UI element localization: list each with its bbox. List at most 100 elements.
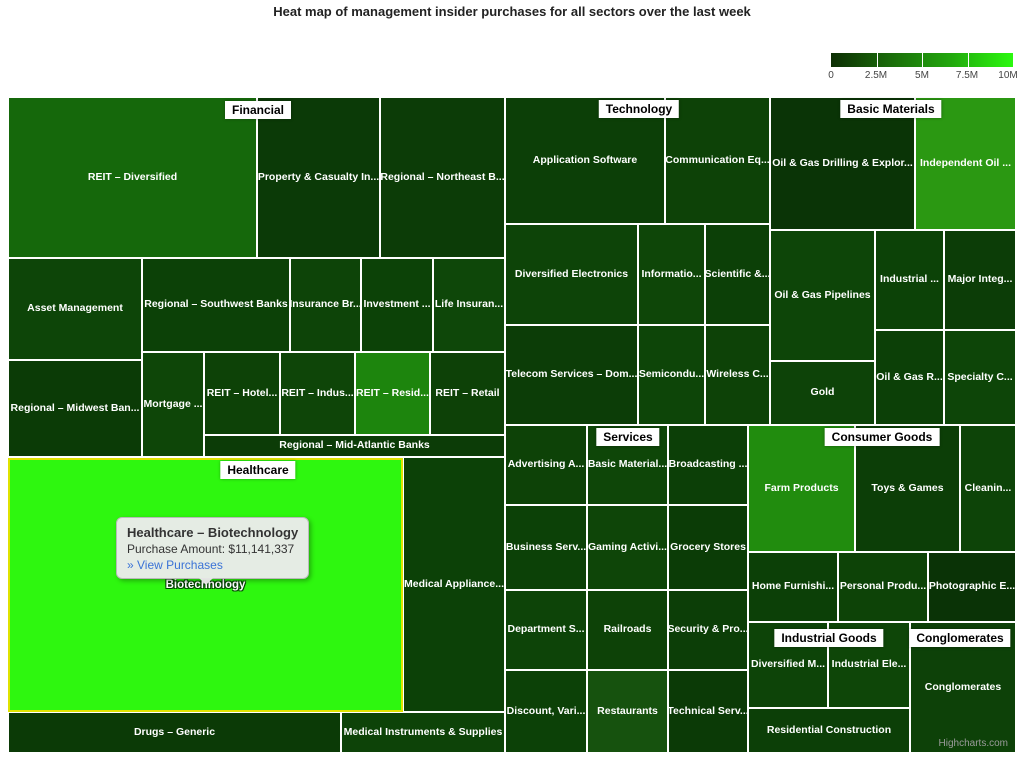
treemap-cell[interactable]: Regional – Mid-Atlantic Banks	[204, 435, 505, 457]
treemap-cell[interactable]: REIT – Hotel...	[204, 352, 280, 435]
treemap-cell[interactable]: Semicondu...	[638, 325, 705, 425]
section-label-services[interactable]: Services	[596, 428, 660, 446]
color-axis-legend	[831, 53, 1013, 67]
treemap-cell[interactable]: Grocery Stores	[668, 505, 748, 590]
treemap-cell[interactable]: Gaming Activi...	[587, 505, 668, 590]
treemap-cell[interactable]: Independent Oil ...	[915, 97, 1016, 230]
treemap-cell-label: Photographic E...	[928, 580, 1016, 593]
legend-tick-label: 10M	[998, 70, 1018, 81]
treemap-cell[interactable]: Drugs – Generic	[8, 712, 341, 753]
treemap-cell-label: Farm Products	[764, 481, 839, 494]
treemap-cell-label: Gold	[810, 386, 835, 399]
treemap-cell[interactable]: Business Serv...	[505, 505, 587, 590]
treemap-cell-label: Communication Eq...	[665, 153, 770, 166]
treemap-cell-label: Life Insuran...	[434, 298, 504, 311]
legend-tick-line	[922, 53, 923, 67]
treemap-cell[interactable]: Life Insuran...	[433, 258, 505, 352]
treemap-cell-label: Broadcasting ...	[668, 458, 748, 471]
treemap-cell-label: Medical Appliance...	[404, 577, 504, 590]
treemap-cell[interactable]: REIT – Diversified	[8, 97, 257, 258]
treemap-cell-label: Advertising A...	[507, 458, 585, 471]
treemap-cell[interactable]: Personal Produ...	[838, 552, 928, 622]
treemap-cell[interactable]: Mortgage ...	[142, 352, 204, 457]
section-label-conglomerates[interactable]: Conglomerates	[909, 629, 1011, 647]
treemap-cell-label: Oil & Gas Drilling & Explor...	[772, 156, 913, 169]
highcharts-credits-link[interactable]: Highcharts.com	[938, 738, 1008, 749]
tooltip-amount: Purchase Amount: $11,141,337	[127, 542, 295, 556]
treemap-cell[interactable]: Oil & Gas R...	[875, 330, 944, 425]
legend-tick-line	[967, 53, 969, 67]
treemap-cell-label: Specialty C...	[947, 370, 1013, 383]
treemap-cell[interactable]: Biotechnology	[8, 458, 403, 712]
treemap-cell-label: Conglomerates	[924, 680, 1002, 693]
treemap-cell-label: REIT – Hotel...	[206, 386, 278, 399]
treemap-cell[interactable]: REIT – Resid...	[355, 352, 430, 435]
treemap-cell[interactable]: Security & Pro...	[668, 590, 748, 670]
treemap-cell[interactable]: Gold	[770, 361, 875, 425]
treemap-cell[interactable]: Regional – Midwest Ban...	[8, 360, 142, 457]
treemap-cell[interactable]: Insurance Br...	[290, 258, 361, 352]
treemap-cell-label: Railroads	[603, 623, 652, 636]
treemap-cell[interactable]: Medical Instruments & Supplies	[341, 712, 505, 753]
treemap-cell-label: Industrial ...	[880, 273, 939, 286]
treemap-cell[interactable]: Broadcasting ...	[668, 425, 748, 505]
treemap-cell[interactable]: Regional – Northeast B...	[380, 97, 505, 258]
treemap-cell[interactable]: Restaurants	[587, 670, 668, 753]
tooltip: Healthcare – Biotechnology Purchase Amou…	[116, 517, 310, 585]
section-label-industrial-goods[interactable]: Industrial Goods	[774, 629, 884, 647]
treemap-cell[interactable]: Discount, Vari...	[505, 670, 587, 753]
treemap-cell[interactable]: Scientific &...	[705, 224, 770, 325]
treemap-cell[interactable]: Asset Management	[8, 258, 142, 360]
treemap-cell-label: Mortgage ...	[143, 397, 203, 410]
treemap-cell[interactable]: REIT – Retail	[430, 352, 505, 435]
treemap-cell[interactable]: Major Integ...	[944, 230, 1016, 330]
treemap-cell-label: Basic Material...	[587, 458, 668, 471]
treemap-cell-label: REIT – Indus...	[281, 386, 354, 399]
treemap-cell-label: Oil & Gas Pipelines	[774, 288, 871, 301]
treemap-cell[interactable]: Railroads	[587, 590, 668, 670]
treemap-cell[interactable]: Advertising A...	[505, 425, 587, 505]
treemap-cell[interactable]: Regional – Southwest Banks	[142, 258, 290, 352]
treemap-cell[interactable]: Specialty C...	[944, 330, 1016, 425]
treemap-cell[interactable]: Oil & Gas Drilling & Explor...	[770, 97, 915, 230]
treemap-cell[interactable]: Telecom Services – Dom...	[505, 325, 638, 425]
treemap-cell[interactable]: Technical Serv...	[668, 670, 748, 753]
treemap-cell[interactable]: Home Furnishi...	[748, 552, 838, 622]
treemap-cell[interactable]: Medical Appliance...	[403, 457, 505, 712]
treemap-cell-label: Regional – Mid-Atlantic Banks	[279, 439, 430, 452]
section-label-financial[interactable]: Financial	[224, 101, 292, 119]
chart-title: Heat map of management insider purchases…	[273, 4, 751, 19]
treemap-cell[interactable]: Residential Construction	[748, 708, 910, 753]
treemap-cell[interactable]: Industrial ...	[875, 230, 944, 330]
section-label-consumer-goods[interactable]: Consumer Goods	[824, 428, 940, 446]
legend-tick-line	[876, 53, 878, 67]
treemap-cell-label: Security & Pro...	[668, 623, 748, 636]
treemap-cell-label: Medical Instruments & Supplies	[343, 725, 503, 738]
treemap-cell[interactable]: Diversified Electronics	[505, 224, 638, 325]
treemap-cell[interactable]: Department S...	[505, 590, 587, 670]
treemap-cell[interactable]: Oil & Gas Pipelines	[770, 230, 875, 361]
treemap-cell[interactable]: Farm Products	[748, 425, 855, 552]
treemap-cell[interactable]: Communication Eq...	[665, 97, 770, 224]
treemap-cell[interactable]: Property & Casualty In...	[257, 97, 380, 258]
legend-tick-label: 7.5M	[955, 70, 979, 81]
legend-tick-label: 2.5M	[864, 70, 888, 81]
treemap-cell[interactable]: REIT – Indus...	[280, 352, 355, 435]
view-purchases-link[interactable]: » View Purchases	[127, 558, 223, 572]
treemap-cell-label: REIT – Resid...	[356, 386, 429, 399]
section-label-technology[interactable]: Technology	[598, 100, 680, 118]
treemap-cell-label: Grocery Stores	[670, 540, 746, 553]
section-label-healthcare[interactable]: Healthcare	[220, 461, 296, 479]
treemap-cell[interactable]: Toys & Games	[855, 425, 960, 552]
treemap-cell[interactable]: Informatio...	[638, 224, 705, 325]
treemap-cell[interactable]: Application Software	[505, 97, 665, 224]
treemap-cell-label: Investment ...	[363, 298, 431, 311]
treemap-cell[interactable]: Cleanin...	[960, 425, 1016, 552]
section-label-basic-materials[interactable]: Basic Materials	[840, 100, 942, 118]
treemap-cell[interactable]: Photographic E...	[928, 552, 1016, 622]
treemap-cell[interactable]: Investment ...	[361, 258, 433, 352]
treemap-cell-label: REIT – Retail	[435, 386, 500, 399]
treemap-cell-label: Discount, Vari...	[506, 704, 586, 717]
treemap-cell[interactable]: Wireless C...	[705, 325, 770, 425]
